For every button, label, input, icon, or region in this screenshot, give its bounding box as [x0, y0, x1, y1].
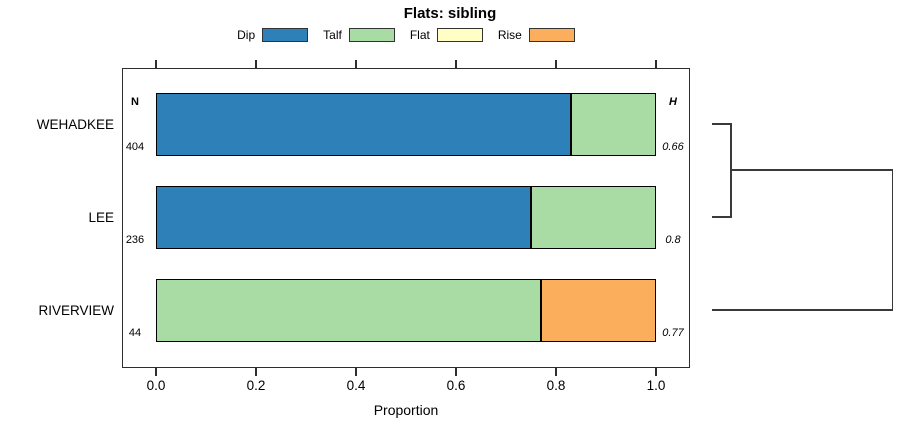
stacked-bar-wehadkee — [156, 93, 656, 156]
legend-label: Dip — [237, 28, 256, 42]
axis-tick — [655, 60, 657, 68]
h-value: 0.66 — [662, 141, 684, 153]
bar-segment-talf — [571, 93, 656, 156]
plot-border — [122, 68, 690, 368]
x-tick-label: 1.0 — [646, 378, 666, 393]
bar-segment-rise — [541, 279, 656, 342]
n-value: 236 — [125, 234, 145, 246]
axis-tick — [155, 60, 157, 68]
axis-tick — [455, 368, 457, 376]
legend-item-rise: Rise — [498, 28, 575, 42]
bar-segment-dip — [156, 186, 531, 249]
category-label-riverview: RIVERVIEW — [38, 302, 114, 318]
axis-tick — [655, 368, 657, 376]
h-value: 0.77 — [662, 327, 684, 339]
stacked-bar-lee — [156, 186, 656, 249]
dendrogram-stub-riverview — [712, 309, 893, 311]
legend-swatch-icon — [436, 28, 483, 42]
bar-segment-dip — [156, 93, 571, 156]
h-value: 0.8 — [665, 234, 681, 246]
legend-label: Rise — [497, 28, 522, 42]
x-tick-label: 0.6 — [446, 378, 466, 393]
dendrogram-join1-branch — [730, 169, 893, 171]
axis-tick — [155, 368, 157, 376]
bar-segment-talf — [531, 186, 656, 249]
axis-tick — [255, 60, 257, 68]
category-label-wehadkee: WEHADKEE — [36, 116, 114, 132]
legend-swatch-icon — [528, 28, 575, 42]
legend-item-talf: Talf — [323, 28, 395, 42]
dendrogram-join2-vertical — [891, 169, 893, 311]
legend-label: Talf — [323, 28, 342, 42]
bar-segment-talf — [156, 279, 541, 342]
legend-item-flat: Flat — [410, 28, 483, 42]
dendrogram-stub-wehadkee — [712, 123, 731, 125]
n-column-header: N — [131, 96, 139, 108]
category-label-lee: LEE — [88, 209, 114, 225]
chart-title: Flats: sibling — [403, 5, 497, 22]
legend-swatch-icon — [348, 28, 395, 42]
axis-tick — [255, 368, 257, 376]
h-column-header: H — [669, 96, 677, 108]
axis-tick — [555, 368, 557, 376]
n-value: 44 — [128, 327, 142, 339]
axis-tick — [355, 368, 357, 376]
axis-tick — [355, 60, 357, 68]
x-tick-label: 0.2 — [246, 378, 266, 393]
stacked-bar-riverview — [156, 279, 656, 342]
x-axis-title: Proportion — [373, 402, 439, 418]
x-tick-label: 0.4 — [346, 378, 366, 393]
legend: Dip Talf Flat Rise — [122, 26, 690, 44]
legend-swatch-icon — [262, 28, 309, 42]
dendrogram-stub-lee — [712, 216, 731, 218]
legend-label: Flat — [409, 28, 430, 42]
axis-tick — [455, 60, 457, 68]
x-tick-label: 0.8 — [546, 378, 566, 393]
legend-item-dip: Dip — [237, 28, 309, 42]
x-tick-label: 0.0 — [146, 378, 166, 393]
n-value: 404 — [125, 141, 145, 153]
axis-tick — [555, 60, 557, 68]
